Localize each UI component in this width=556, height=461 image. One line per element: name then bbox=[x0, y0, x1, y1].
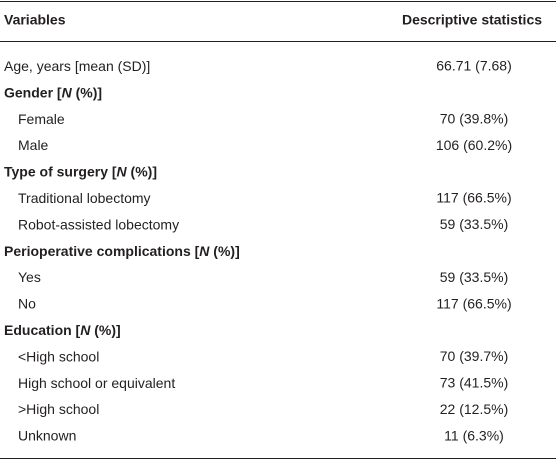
row-value: 70 (39.8%) bbox=[440, 111, 508, 127]
row-label: >High school bbox=[18, 401, 99, 417]
row-value: 66.71 (7.68) bbox=[436, 58, 512, 74]
label-part: Traditional lobectomy bbox=[18, 190, 151, 206]
row-value: 22 (12.5%) bbox=[440, 401, 508, 417]
row-label: Unknown bbox=[18, 427, 76, 443]
row-label: Male bbox=[18, 137, 49, 153]
row-label: Yes bbox=[18, 269, 41, 285]
label-part: (%)] bbox=[209, 243, 239, 259]
row-label: Robot-assisted lobectomy bbox=[18, 216, 179, 232]
row-label: No bbox=[18, 295, 36, 311]
row-value: 11 (6.3%) bbox=[444, 427, 504, 443]
row-label: Traditional lobectomy bbox=[18, 190, 151, 206]
row-value: 117 (66.5%) bbox=[436, 295, 511, 311]
label-part: Age, years [mean (SD)] bbox=[4, 58, 150, 74]
label-part: <High school bbox=[18, 348, 99, 364]
label-part: High school or equivalent bbox=[18, 375, 175, 391]
label-part: Perioperative complications [ bbox=[4, 243, 200, 259]
row-value: 59 (33.5%) bbox=[440, 269, 508, 285]
row-label: Gender [N (%)] bbox=[4, 84, 102, 100]
row-value: 73 (41.5%) bbox=[440, 375, 508, 391]
label-part: Unknown bbox=[18, 427, 76, 443]
label-part: Female bbox=[18, 111, 65, 127]
label-part: >High school bbox=[18, 401, 99, 417]
row-label: High school or equivalent bbox=[18, 375, 175, 391]
label-part: Gender [ bbox=[4, 84, 62, 100]
label-part: (%)] bbox=[72, 84, 102, 100]
header-cell: Descriptive statistics bbox=[402, 12, 542, 28]
label-part: Yes bbox=[18, 269, 41, 285]
row-label: Perioperative complications [N (%)] bbox=[4, 243, 240, 259]
row-label: Type of surgery [N (%)] bbox=[4, 163, 157, 179]
label-part: N bbox=[80, 322, 91, 338]
header-cell: Variables bbox=[4, 12, 66, 28]
label-part: N bbox=[199, 243, 210, 259]
row-value: 70 (39.7%) bbox=[440, 348, 508, 364]
label-part: Robot-assisted lobectomy bbox=[18, 216, 179, 232]
label-part: (%)] bbox=[90, 322, 120, 338]
row-value: 59 (33.5%) bbox=[440, 216, 508, 232]
label-part: (%)] bbox=[127, 163, 157, 179]
row-value: 106 (60.2%) bbox=[436, 137, 512, 153]
label-part: Type of surgery [ bbox=[4, 163, 117, 179]
row-label: Female bbox=[18, 111, 65, 127]
label-part: N bbox=[117, 163, 128, 179]
label-part: No bbox=[18, 295, 36, 311]
label-part: Education [ bbox=[4, 322, 81, 338]
label-part: N bbox=[62, 84, 73, 100]
row-label: <High school bbox=[18, 348, 99, 364]
row-label: Age, years [mean (SD)] bbox=[4, 58, 150, 74]
label-part: Male bbox=[18, 137, 49, 153]
row-label: Education [N (%)] bbox=[4, 322, 121, 338]
row-value: 117 (66.5%) bbox=[436, 190, 511, 206]
